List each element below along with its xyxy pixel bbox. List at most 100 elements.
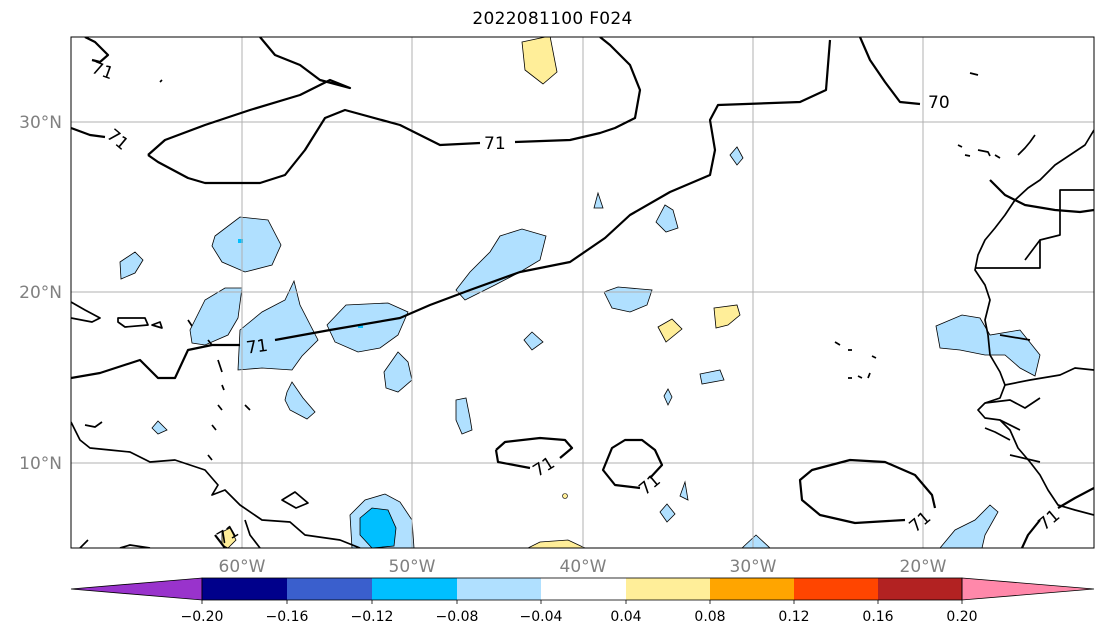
- positive-anomaly-dot: [562, 493, 568, 499]
- colorbar-segment: [626, 578, 710, 600]
- x-tick-label: 50°W: [389, 557, 436, 577]
- contour-line: [1057, 487, 1094, 509]
- negative-anomaly-region: [699, 369, 725, 385]
- contour-line: [84, 37, 110, 64]
- contour-line: [989, 179, 1094, 214]
- colorbar-segment: [794, 578, 878, 600]
- negative-anomaly-region: [659, 503, 676, 523]
- map-title: 2022081100 F024: [472, 9, 633, 29]
- positive-anomaly-region: [713, 304, 741, 329]
- x-axis-labels: 60°W 50°W 40°W 30°W 20°W: [219, 557, 947, 577]
- negative-anomaly-region: [119, 251, 144, 280]
- coastline: [151, 321, 163, 329]
- contour-line: [71, 126, 106, 139]
- colorbar-segment: [710, 578, 794, 600]
- coastline: [159, 79, 163, 83]
- colorbar-tick-label: 0.12: [778, 609, 809, 625]
- coastline: [244, 519, 261, 548]
- x-tick-label: 30°W: [730, 557, 777, 577]
- coastline: [969, 72, 979, 76]
- colorbar-tick-label: 0.16: [862, 609, 893, 625]
- contour-line: [147, 37, 352, 156]
- colorbar-tick-label: −0.04: [520, 609, 563, 625]
- negative-anomaly-region: [455, 397, 473, 435]
- strong-negative-anomaly-region: [359, 507, 397, 548]
- coastline: [79, 539, 151, 548]
- contour-line: [214, 534, 226, 548]
- negative-anomaly-region: [935, 314, 1041, 377]
- y-axis-labels: 30°N 20°N 10°N: [19, 113, 62, 474]
- coastline: [187, 319, 193, 327]
- coastline: [117, 317, 149, 328]
- coastline: [71, 421, 361, 548]
- coastline: [84, 421, 103, 428]
- positive-anomaly-region: [657, 318, 683, 343]
- colorbar-tick-label: −0.16: [266, 609, 309, 625]
- contour-line: [601, 438, 664, 490]
- coastlines: [71, 72, 1094, 548]
- x-tick-label: 40°W: [560, 557, 607, 577]
- strong-negative-anomaly-dot: [358, 325, 363, 328]
- colorbar-segment: [287, 578, 372, 600]
- y-tick-label: 10°N: [19, 454, 62, 474]
- positive-anomaly-region: [527, 539, 586, 548]
- anomaly-shading: [119, 37, 1041, 548]
- country-border: [984, 397, 1041, 463]
- contour-line: [71, 343, 240, 380]
- colorbar-tick-label: −0.08: [436, 609, 479, 625]
- country-border: [999, 239, 1094, 386]
- contour-line: [514, 37, 642, 144]
- contour-line: [1021, 519, 1041, 548]
- negative-anomaly-region: [603, 286, 653, 313]
- negative-anomaly-region: [211, 216, 282, 273]
- colorbar-segment: [541, 578, 626, 600]
- coastline: [207, 339, 213, 346]
- coastline: [834, 341, 877, 379]
- negative-anomaly-region: [741, 534, 771, 548]
- map-frame: [70, 36, 1095, 549]
- colorbar-tick-label: 0.20: [946, 609, 977, 625]
- negative-anomaly-region: [237, 279, 319, 371]
- negative-anomaly-region: [455, 228, 547, 301]
- coastline: [957, 134, 1036, 159]
- negative-anomaly-region: [679, 480, 689, 501]
- negative-anomaly-region: [655, 204, 679, 233]
- colorbar-segment: [457, 578, 541, 600]
- coastline: [281, 491, 309, 509]
- negative-anomaly-region: [729, 146, 744, 166]
- negative-anomaly-region: [523, 331, 544, 351]
- colorbar-tick-label: 0.04: [610, 609, 641, 625]
- negative-anomaly-region: [663, 388, 673, 406]
- colorbar-tick-label: −0.20: [181, 609, 224, 625]
- contour-line: [494, 449, 531, 470]
- strong-negative-anomaly-dot: [238, 239, 243, 243]
- contour-line: [147, 108, 481, 185]
- positive-anomaly-region: [521, 37, 558, 85]
- contour-label: 71: [245, 336, 269, 359]
- contour-line: [858, 37, 921, 106]
- coastline: [71, 301, 101, 323]
- y-tick-label: 30°N: [19, 113, 62, 133]
- country-border: [975, 189, 1094, 269]
- colorbar-segment: [878, 578, 962, 600]
- contour-label: 70: [928, 93, 950, 113]
- x-tick-label: 20°W: [900, 557, 947, 577]
- coastline: [207, 359, 251, 461]
- negative-anomaly-region: [284, 381, 316, 420]
- negative-anomaly-region: [326, 302, 409, 353]
- negative-anomaly-region: [593, 191, 604, 209]
- colorbar: −0.20 −0.16 −0.12 −0.08 −0.04 0.04 0.08 …: [70, 577, 1095, 625]
- graticule: [71, 37, 1094, 548]
- contour-line: [495, 436, 574, 459]
- negative-anomaly-region: [189, 287, 243, 346]
- colorbar-extend-low: [70, 577, 203, 601]
- contour-line: [274, 39, 832, 342]
- y-tick-label: 20°N: [19, 283, 62, 303]
- contour-label: 71: [484, 134, 506, 154]
- colorbar-tick-label: −0.12: [351, 609, 394, 625]
- x-tick-label: 60°W: [219, 557, 266, 577]
- colorbar-tick-label: 0.08: [694, 609, 725, 625]
- colorbar-extend-high: [961, 577, 1095, 601]
- contour-line: [798, 458, 937, 525]
